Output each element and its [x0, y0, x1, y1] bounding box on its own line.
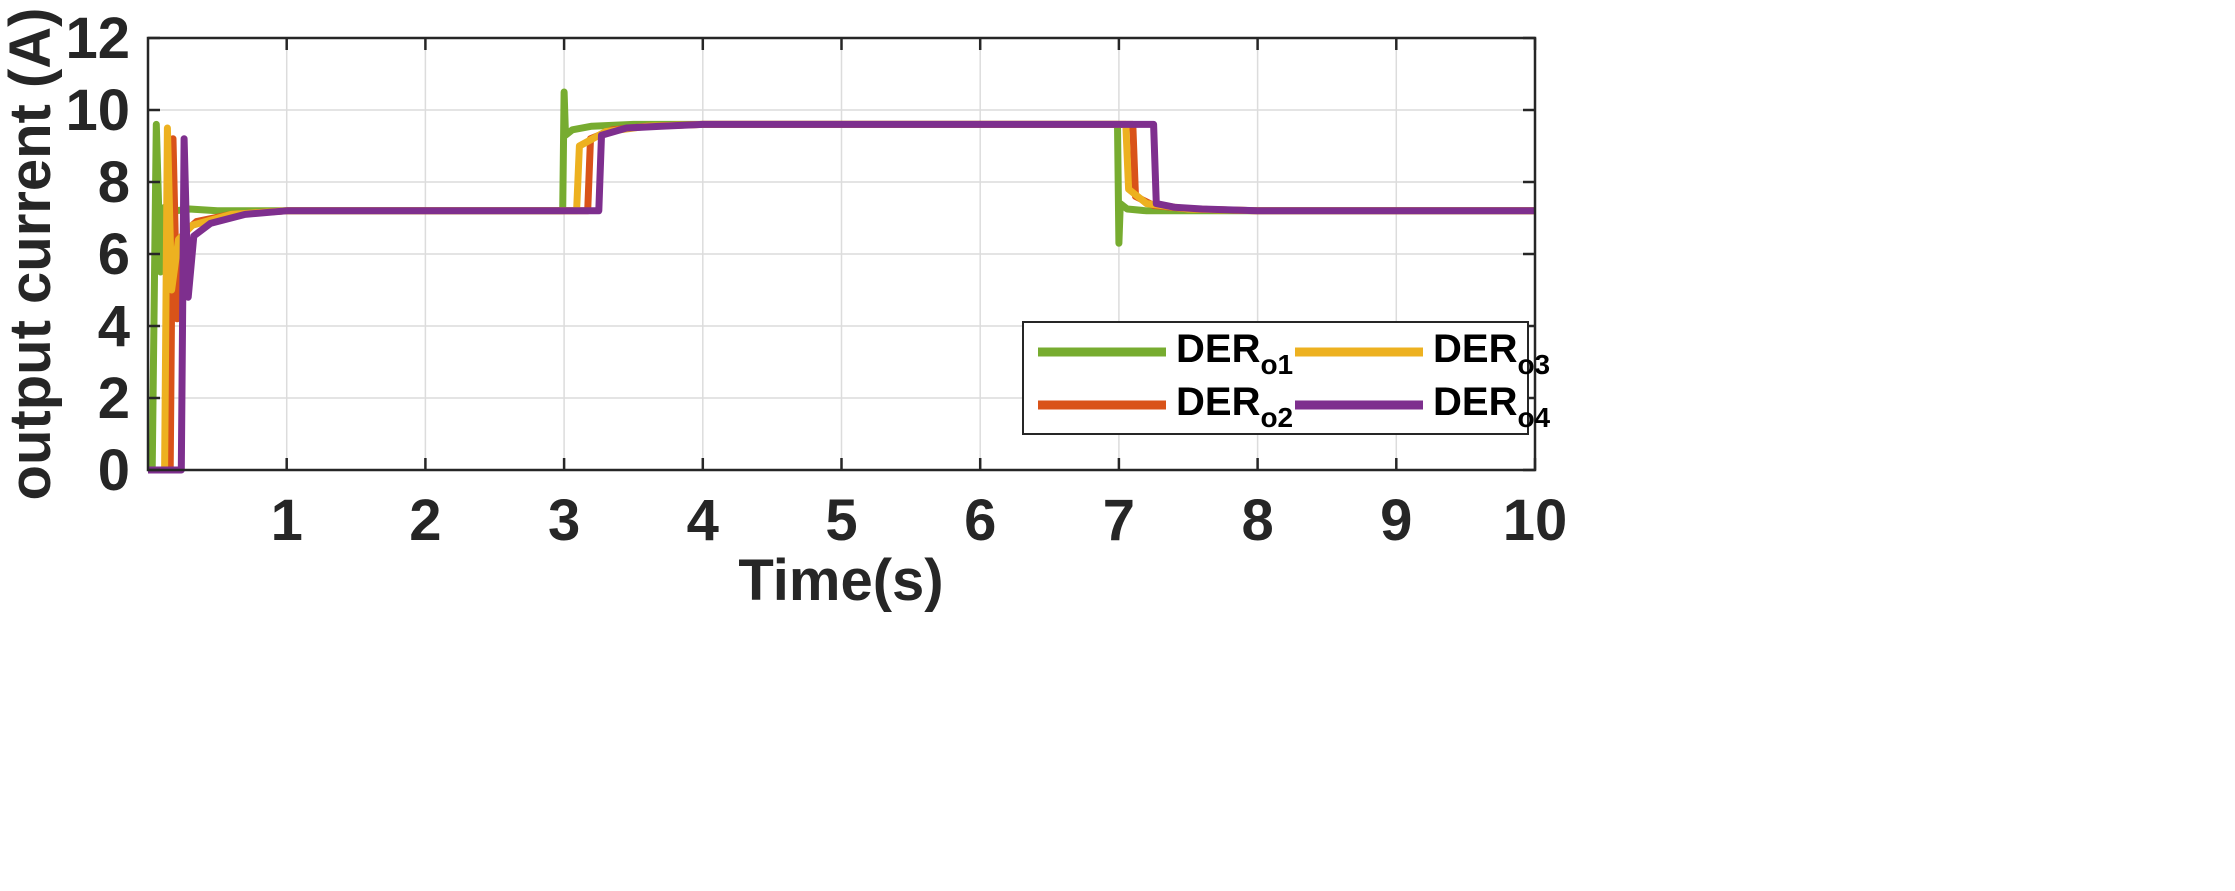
legend-name: DER: [1433, 327, 1518, 371]
x-tick-label: 3: [548, 488, 580, 553]
legend-label-o2: DERo2: [1176, 380, 1293, 433]
series-line-o4: [148, 120, 1535, 474]
series-lines: [148, 88, 1535, 474]
x-tick-label: 6: [964, 488, 996, 553]
x-tick-label: 9: [1380, 488, 1412, 553]
x-axis-label: Time(s): [738, 548, 943, 613]
legend-label-o3: DERo3: [1433, 327, 1550, 380]
legend-name: DER: [1176, 327, 1261, 371]
x-tick-label: 10: [1503, 488, 1568, 553]
x-tick-label: 1: [271, 488, 303, 553]
y-tick-label: 6: [98, 222, 130, 287]
legend-subscript: o2: [1260, 402, 1293, 433]
legend-name: DER: [1176, 380, 1261, 424]
x-tick-label: 4: [687, 488, 719, 553]
x-tick-label: 8: [1241, 488, 1273, 553]
y-tick-label: 10: [65, 78, 130, 143]
legend-name: DER: [1433, 380, 1518, 424]
legend-subscript: o3: [1517, 349, 1550, 380]
legend-label-o4: DERo4: [1433, 380, 1551, 433]
y-axis-label: output current (A): [0, 8, 63, 501]
legend-subscript: o1: [1260, 349, 1293, 380]
x-tick-label: 5: [825, 488, 857, 553]
legend-subscript: o4: [1517, 402, 1550, 433]
series-line-o3: [148, 120, 1535, 474]
y-tick-label: 8: [98, 150, 130, 215]
legend-box: [1022, 321, 1529, 435]
y-tick-label: 12: [65, 6, 130, 71]
y-tick-label: 2: [98, 366, 130, 431]
x-tick-label: 2: [409, 488, 441, 553]
y-tick-label: 0: [98, 438, 130, 503]
legend-label-o1: DERo1: [1176, 327, 1293, 380]
y-tick-label: 4: [98, 294, 130, 359]
x-tick-label: 7: [1103, 488, 1135, 553]
